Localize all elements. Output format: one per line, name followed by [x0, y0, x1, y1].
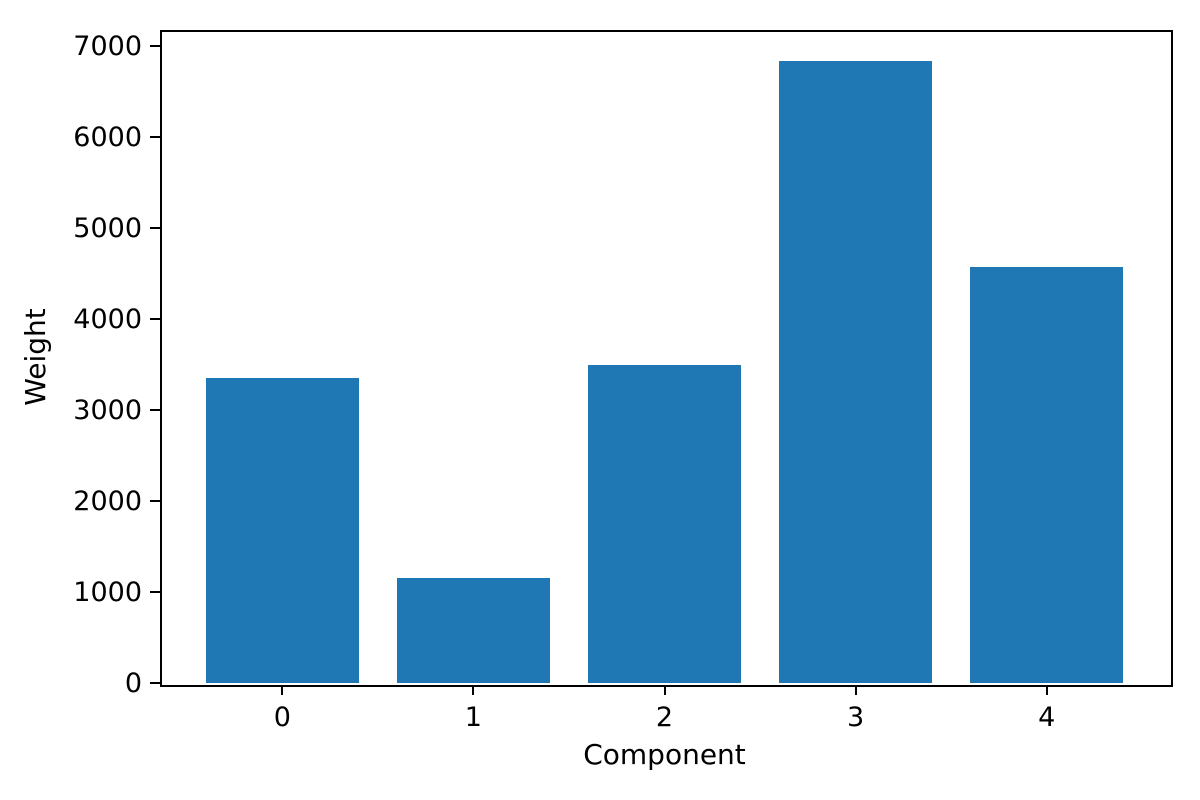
- y-tick-mark-4000: [150, 318, 160, 321]
- bar-component-0: [205, 378, 359, 683]
- x-tick-label-4: 4: [1038, 702, 1056, 733]
- y-tick-mark-3000: [150, 409, 160, 412]
- y-axis-label: Weight: [19, 307, 52, 406]
- x-tick-label-3: 3: [847, 702, 865, 733]
- y-tick-label-2000: 2000: [73, 486, 142, 518]
- y-tick-label-1000: 1000: [73, 577, 142, 608]
- x-tick-mark-2: [663, 685, 666, 695]
- y-tick-mark-6000: [150, 136, 160, 139]
- x-tick-mark-1: [472, 685, 475, 695]
- y-tick-mark-5000: [150, 227, 160, 230]
- x-tick-mark-4: [1045, 685, 1048, 695]
- bar-component-2: [588, 364, 741, 683]
- y-tick-label-0: 0: [124, 668, 142, 699]
- y-tick-label-4000: 4000: [73, 304, 142, 336]
- bar-component-3: [779, 61, 933, 683]
- y-tick-mark-1000: [150, 591, 160, 593]
- y-tick-mark-7000: [150, 45, 160, 48]
- x-tick-mark-0: [281, 685, 284, 695]
- x-tick-label-2: 2: [655, 702, 674, 733]
- bar-component-1: [396, 578, 550, 683]
- y-tick-label-3000: 3000: [73, 395, 142, 427]
- y-tick-mark-2000: [150, 500, 160, 503]
- x-tick-label-1: 1: [464, 702, 482, 733]
- bar-component-4: [970, 267, 1124, 683]
- y-tick-label-5000: 5000: [73, 213, 142, 245]
- y-tick-label-6000: 6000: [73, 122, 142, 154]
- x-axis-label: Component: [583, 738, 746, 771]
- x-tick-label-0: 0: [273, 702, 291, 733]
- y-tick-mark-0: [150, 682, 160, 684]
- y-tick-label-7000: 7000: [73, 31, 142, 63]
- x-tick-mark-3: [854, 685, 857, 695]
